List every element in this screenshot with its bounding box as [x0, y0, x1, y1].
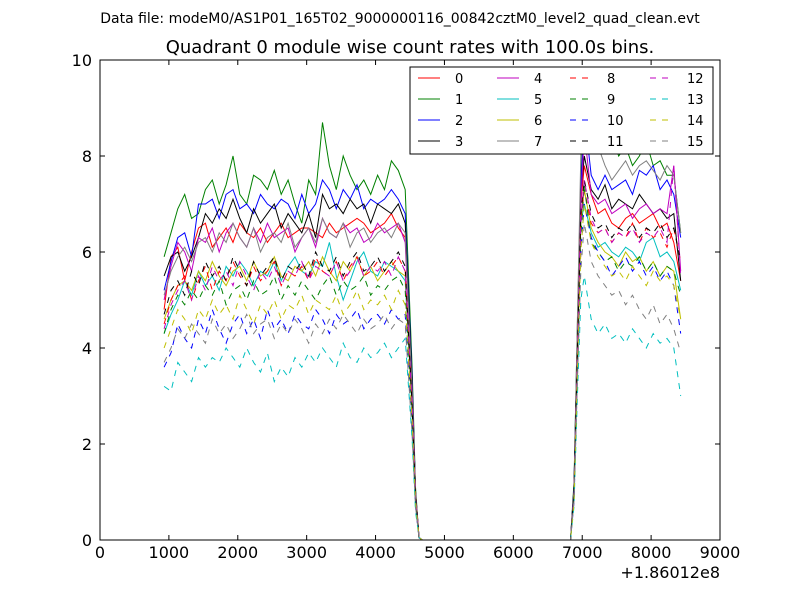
suptitle: Data file: modeM0/AS1P01_165T02_90000001…: [100, 11, 700, 27]
axis-ticks: 0 1000 2000 3000 4000 5000 6000 7000 8000 9000 0 2 4…: [72, 51, 741, 562]
legend-label-10: 10: [607, 114, 624, 129]
x-tick-label: 6000: [493, 543, 534, 562]
series-line-14: [163, 203, 682, 541]
legend-label-15: 15: [687, 135, 704, 150]
plot-lines: [163, 79, 682, 541]
series-line-13: [163, 275, 682, 541]
x-tick-label: 2000: [217, 543, 258, 562]
series-line-2: [163, 112, 682, 541]
x-tick-label: 5000: [424, 543, 465, 562]
legend-label-14: 14: [687, 114, 704, 129]
legend-label-12: 12: [687, 72, 704, 87]
x-tick-label: 8000: [631, 543, 672, 562]
y-tick-label: 6: [82, 243, 92, 262]
x-tick-label: 9000: [700, 543, 741, 562]
legend-label-6: 6: [534, 114, 542, 129]
legend-label-0: 0: [455, 72, 463, 87]
series-line-7: [163, 79, 682, 541]
y-tick-label: 10: [72, 51, 92, 70]
series-line-12: [163, 165, 682, 541]
y-tick-label: 2: [82, 435, 92, 454]
legend-label-1: 1: [455, 93, 463, 108]
legend-label-9: 9: [607, 93, 615, 108]
axes-frame: [99, 59, 721, 541]
series-line-8: [163, 189, 682, 541]
legend-label-3: 3: [455, 135, 463, 150]
legend-label-8: 8: [607, 72, 615, 87]
series-line-15: [163, 223, 682, 541]
chart-title: Quadrant 0 module wise count rates with …: [166, 37, 655, 58]
y-tick-label: 8: [82, 147, 92, 166]
legend-label-5: 5: [534, 93, 542, 108]
series-line-9: [163, 184, 682, 541]
series-line-5: [163, 203, 682, 541]
legend-label-13: 13: [687, 93, 704, 108]
y-tick-label: 4: [82, 339, 92, 358]
x-tick-label: 0: [95, 543, 105, 562]
x-offset-label: +1.86012e8: [620, 563, 720, 582]
series-line-11: [163, 179, 682, 541]
x-tick-label: 4000: [355, 543, 396, 562]
legend-label-7: 7: [534, 135, 542, 150]
legend-label-11: 11: [607, 135, 624, 150]
legend-label-4: 4: [534, 72, 542, 87]
x-tick-label: 7000: [562, 543, 603, 562]
series-line-4: [163, 131, 682, 541]
series-line-0: [163, 165, 682, 541]
x-tick-label: 1000: [149, 543, 190, 562]
y-tick-label: 0: [82, 531, 92, 550]
series-line-3: [163, 155, 682, 541]
legend-frame: [409, 66, 714, 155]
x-tick-label: 3000: [286, 543, 327, 562]
series-line-10: [163, 203, 682, 541]
legend-label-2: 2: [455, 114, 463, 129]
series-line-6: [163, 189, 682, 541]
